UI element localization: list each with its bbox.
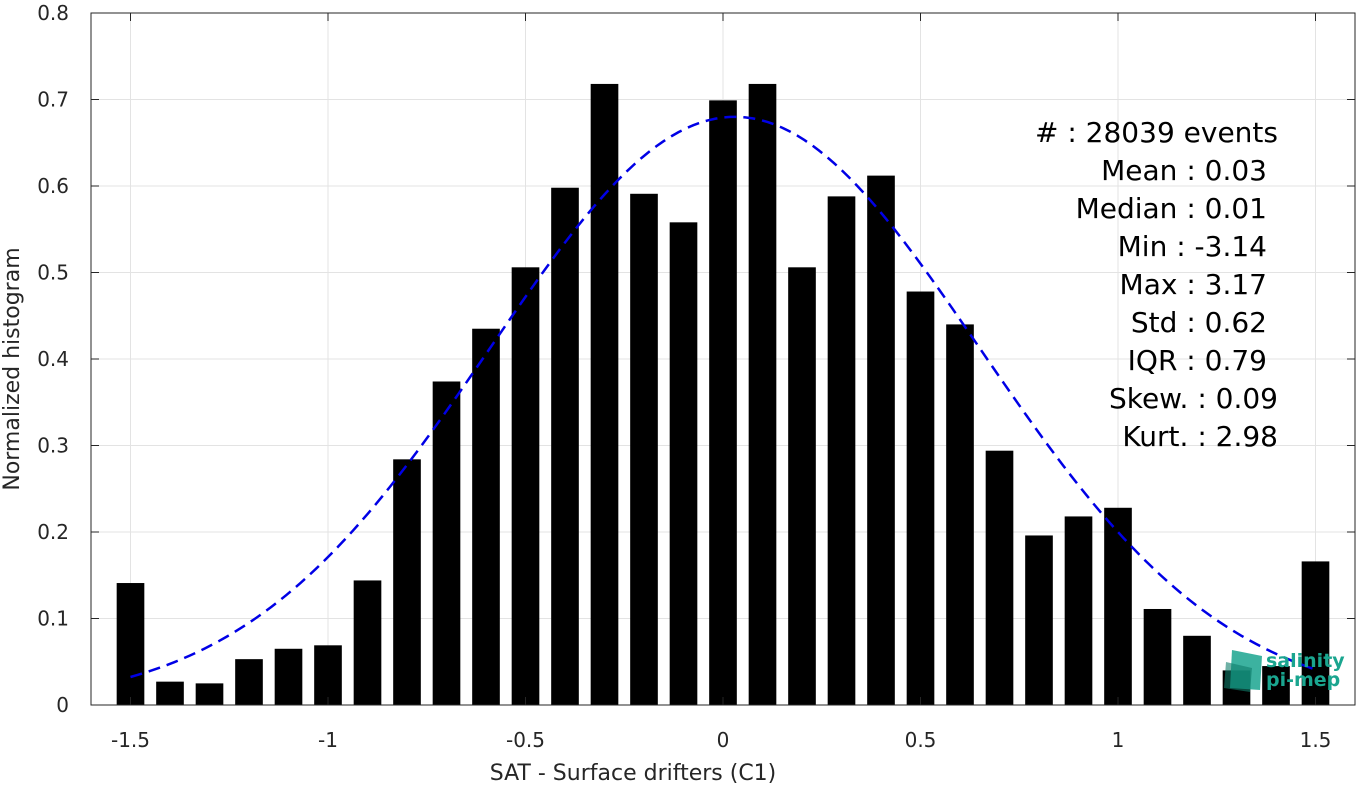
histogram-bar xyxy=(946,324,974,705)
y-tick-label: 0.1 xyxy=(37,607,69,631)
x-tick-label: 1.5 xyxy=(1300,728,1332,752)
x-tick-label: 1 xyxy=(1112,728,1125,752)
histogram-bar xyxy=(551,187,579,706)
salinity-pimep-logo: salinity pi-mep xyxy=(1224,650,1345,692)
histogram-bar xyxy=(1301,561,1330,705)
stat-line: # : 28039 events xyxy=(1035,116,1278,149)
histogram-bar xyxy=(393,459,421,705)
histogram-bar xyxy=(314,645,342,705)
y-axis-label: Normalized histogram xyxy=(0,247,25,490)
histogram-bar xyxy=(590,83,619,706)
histogram-bar xyxy=(985,450,1014,705)
histogram-bar xyxy=(195,683,224,705)
histogram-bar xyxy=(669,222,698,705)
histogram-bar xyxy=(156,681,184,705)
bars-group xyxy=(116,83,1330,706)
y-tick-label: 0.2 xyxy=(37,520,69,544)
stat-line: Std : 0.62 xyxy=(1131,306,1267,339)
x-axis-label: SAT - Surface drifters (C1) xyxy=(490,761,777,785)
stat-line: Mean : 0.03 xyxy=(1101,154,1267,187)
histogram-bar xyxy=(788,267,816,705)
stat-line: IQR : 0.79 xyxy=(1128,344,1267,377)
y-tick-label: 0.8 xyxy=(37,1,69,25)
stat-line: Max : 3.17 xyxy=(1120,268,1267,301)
stat-line: Median : 0.01 xyxy=(1076,192,1267,225)
histogram-bar xyxy=(827,196,856,705)
histogram-bar xyxy=(1183,635,1211,705)
histogram-bar xyxy=(353,580,382,705)
histogram-bar xyxy=(1262,666,1290,705)
normal-fit-curve xyxy=(130,115,1316,679)
stats-box: # : 28039 events Mean : 0.03 Median : 0.01… xyxy=(1035,116,1278,453)
histogram-bar xyxy=(906,291,935,705)
stat-line: Min : -3.14 xyxy=(1118,230,1267,263)
logo-line2: pi-mep xyxy=(1266,669,1340,691)
histogram-bar xyxy=(116,583,145,705)
histogram-bar xyxy=(630,193,658,705)
histogram-bar xyxy=(709,100,737,706)
stat-line: Kurt. : 2.98 xyxy=(1122,420,1278,453)
x-tick-label: -1.5 xyxy=(111,728,150,752)
logo-mark-shadow-icon xyxy=(1224,662,1252,692)
histogram-bar xyxy=(1064,516,1093,705)
histogram-bar xyxy=(867,175,895,705)
y-tick-label: 0.7 xyxy=(37,88,69,112)
histogram-bar xyxy=(1025,535,1053,705)
x-tick-label: -0.5 xyxy=(506,728,545,752)
y-tick-label: 0.6 xyxy=(37,174,69,198)
stat-line: Skew. : 0.09 xyxy=(1109,382,1278,415)
y-tick-label: 0.4 xyxy=(37,347,69,371)
y-tick-label: 0.3 xyxy=(37,434,69,458)
axis-ticks: -1.5 -1 -0.5 0 0.5 1 1.5 0 0.1 0.2 0.3 0.4 0.5 0.6 0.7… xyxy=(37,1,1355,752)
histogram-bar xyxy=(235,659,263,705)
x-tick-label: 0.5 xyxy=(905,728,937,752)
histogram-bar xyxy=(748,83,777,706)
histogram-bar xyxy=(432,381,461,705)
histogram-bar xyxy=(472,328,500,705)
x-tick-label: -1 xyxy=(318,728,338,752)
histogram-bar xyxy=(1143,608,1172,705)
y-tick-label: 0.5 xyxy=(37,261,69,285)
y-tick-label: 0 xyxy=(56,693,69,717)
x-tick-label: 0 xyxy=(717,728,730,752)
histogram-bar xyxy=(511,267,540,705)
logo-line1: salinity xyxy=(1266,650,1345,672)
histogram-bar xyxy=(1104,507,1132,705)
histogram-bar xyxy=(274,648,303,705)
